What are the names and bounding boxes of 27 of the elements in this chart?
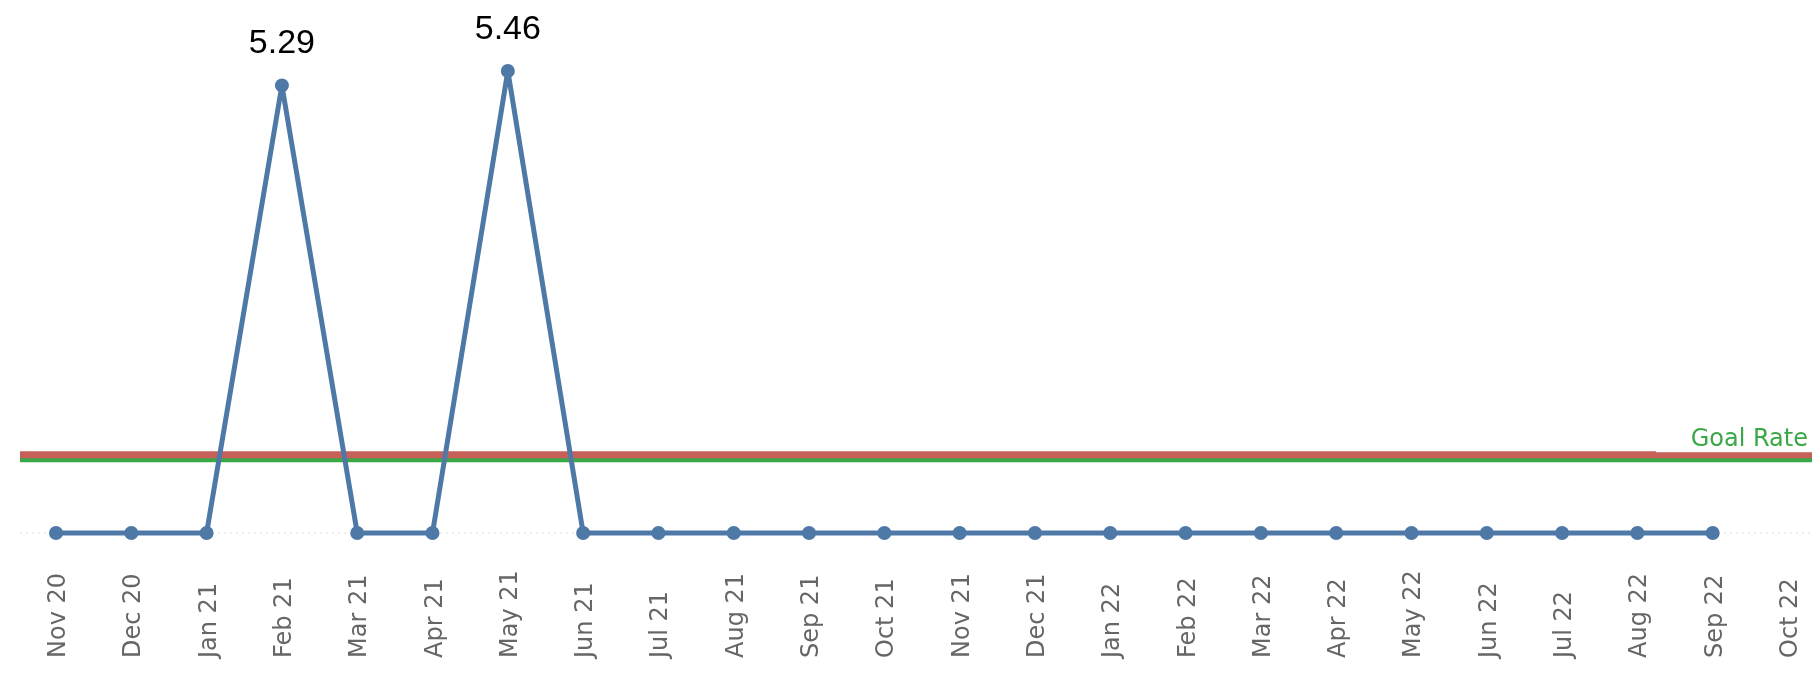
x-tick-label: Jul 21 xyxy=(645,590,674,660)
x-tick-label: Oct 22 xyxy=(1775,578,1803,658)
x-tick-label: Apr 22 xyxy=(1323,578,1352,658)
x-tick-label: Jul 22 xyxy=(1549,590,1578,660)
x-tick-label: Feb 21 xyxy=(268,577,297,658)
x-tick-label: May 21 xyxy=(494,570,523,658)
x-tick-label: Sep 22 xyxy=(1699,574,1728,658)
x-tick-label: Apr 21 xyxy=(419,578,448,658)
x-tick-label: Nov 21 xyxy=(946,572,975,658)
x-tick-label: Aug 21 xyxy=(720,572,749,658)
x-tick-label: May 22 xyxy=(1398,570,1427,658)
x-tick-label: Oct 21 xyxy=(871,578,900,658)
ref-line-label: Goal Rate xyxy=(1690,424,1808,453)
x-tick-label: Feb 22 xyxy=(1172,577,1201,658)
x-tick-label: Jun 22 xyxy=(1473,582,1502,660)
x-tick-label: Nov 20 xyxy=(43,572,71,658)
x-tick-label: Mar 22 xyxy=(1247,574,1276,658)
x-tick-label: Jun 21 xyxy=(570,582,599,660)
data-label: 5.29 xyxy=(248,22,316,61)
x-tick-label: Dec 20 xyxy=(118,573,147,658)
x-tick-label: Jan 21 xyxy=(193,582,222,660)
x-tick-label: Sep 21 xyxy=(796,574,825,658)
x-tick-label: Aug 22 xyxy=(1624,572,1653,658)
x-tick-label: Mar 21 xyxy=(344,574,373,658)
data-label: 5.46 xyxy=(474,8,541,46)
x-tick-label: Jan 22 xyxy=(1097,582,1126,660)
x-tick-label: Dec 21 xyxy=(1021,573,1050,658)
